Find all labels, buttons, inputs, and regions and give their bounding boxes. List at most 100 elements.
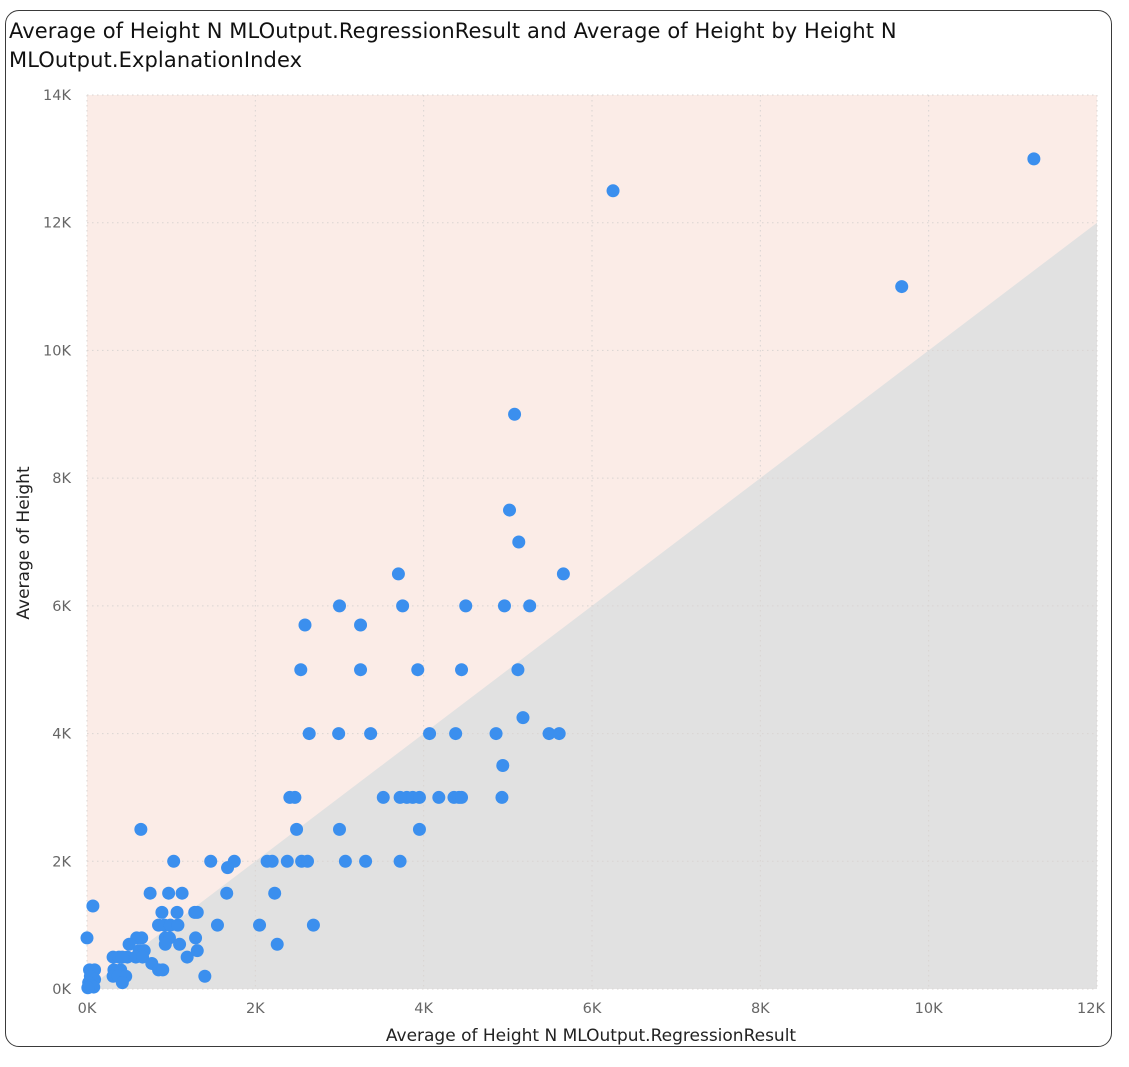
data-point xyxy=(298,618,312,632)
data-points xyxy=(80,152,1041,995)
data-point xyxy=(552,727,566,741)
data-point xyxy=(359,854,373,868)
data-point xyxy=(171,918,185,932)
data-point xyxy=(412,790,426,804)
grid-lines xyxy=(86,94,1098,990)
data-point xyxy=(503,503,517,517)
data-point xyxy=(173,937,187,951)
data-point xyxy=(459,599,473,613)
data-point xyxy=(220,886,234,900)
data-point xyxy=(423,727,437,741)
y-tick-label: 14K xyxy=(43,88,71,104)
y-tick-label: 4K xyxy=(52,727,71,743)
data-point xyxy=(175,886,189,900)
y-tick-label: 10K xyxy=(43,343,71,359)
data-point xyxy=(155,905,169,919)
data-point xyxy=(288,790,302,804)
y-tick-label: 8K xyxy=(52,471,71,487)
data-point xyxy=(495,790,509,804)
data-point xyxy=(198,969,212,983)
data-point xyxy=(364,727,378,741)
data-point xyxy=(393,854,407,868)
data-point xyxy=(270,937,284,951)
data-point xyxy=(115,976,129,990)
x-tick-label: 4K xyxy=(414,1001,433,1017)
y-axis-title: Average of Height xyxy=(14,466,34,620)
data-point xyxy=(81,981,95,995)
data-point xyxy=(512,535,526,549)
x-tick-label: 10K xyxy=(915,1001,943,1017)
data-point xyxy=(306,918,320,932)
data-point xyxy=(302,727,316,741)
data-point xyxy=(301,854,315,868)
data-point xyxy=(332,727,346,741)
data-point xyxy=(162,886,176,900)
data-point xyxy=(221,861,235,875)
x-tick-label: 12K xyxy=(1077,1001,1105,1017)
data-point xyxy=(170,905,184,919)
y-axis-ticks: 0K 2K 4K 6K 8K 10K 12K 14K xyxy=(43,88,71,998)
data-point xyxy=(294,663,308,677)
data-point xyxy=(265,854,279,868)
x-axis-ticks: 0K 2K 4K 6K 8K 10K 12K xyxy=(78,1001,1106,1017)
data-point xyxy=(411,663,425,677)
data-point xyxy=(134,822,148,836)
data-point xyxy=(449,727,463,741)
x-tick-label: 2K xyxy=(246,1001,265,1017)
data-point xyxy=(290,822,304,836)
x-tick-label: 0K xyxy=(78,1001,97,1017)
data-point xyxy=(354,663,368,677)
data-point xyxy=(523,599,537,613)
data-point xyxy=(376,790,390,804)
data-point xyxy=(204,854,218,868)
data-point xyxy=(86,899,100,913)
data-point xyxy=(158,937,172,951)
y-tick-label: 12K xyxy=(43,216,71,232)
y-tick-label: 6K xyxy=(52,599,71,615)
data-point xyxy=(115,950,129,964)
x-axis-title: Average of Height N MLOutput.RegressionR… xyxy=(386,1026,797,1046)
data-point xyxy=(516,711,530,725)
x-tick-label: 8K xyxy=(751,1001,770,1017)
data-point xyxy=(210,918,224,932)
data-point xyxy=(1027,152,1041,166)
data-point xyxy=(455,790,469,804)
data-point xyxy=(489,727,503,741)
data-point xyxy=(253,918,267,932)
data-point xyxy=(268,886,282,900)
data-point xyxy=(556,567,570,581)
data-point xyxy=(333,599,346,613)
data-point xyxy=(122,937,136,951)
data-point xyxy=(496,759,510,772)
y-tick-label: 2K xyxy=(52,854,71,870)
data-point xyxy=(497,599,511,613)
data-point xyxy=(511,663,525,677)
data-point xyxy=(396,599,410,613)
y-tick-label: 0K xyxy=(52,982,71,998)
data-point xyxy=(391,567,405,581)
data-point xyxy=(190,905,204,919)
data-point xyxy=(542,727,556,741)
chart-title: Average of Height N MLOutput.RegressionR… xyxy=(9,19,897,72)
data-point xyxy=(455,663,469,677)
data-point xyxy=(80,931,94,945)
data-point xyxy=(333,822,346,836)
data-point xyxy=(280,854,294,868)
data-point xyxy=(606,184,620,198)
data-point xyxy=(412,822,426,836)
data-point xyxy=(190,944,204,958)
data-point xyxy=(180,950,194,964)
region-below-line xyxy=(87,222,1097,989)
data-point xyxy=(354,618,368,632)
plot-background xyxy=(87,95,1097,989)
data-point xyxy=(338,854,352,868)
x-tick-label: 6K xyxy=(583,1001,602,1017)
data-point xyxy=(189,931,203,945)
data-point xyxy=(156,963,170,977)
data-point xyxy=(508,407,522,421)
data-point xyxy=(895,280,909,294)
data-point xyxy=(432,790,446,804)
data-point xyxy=(136,950,150,964)
data-point xyxy=(135,931,149,945)
